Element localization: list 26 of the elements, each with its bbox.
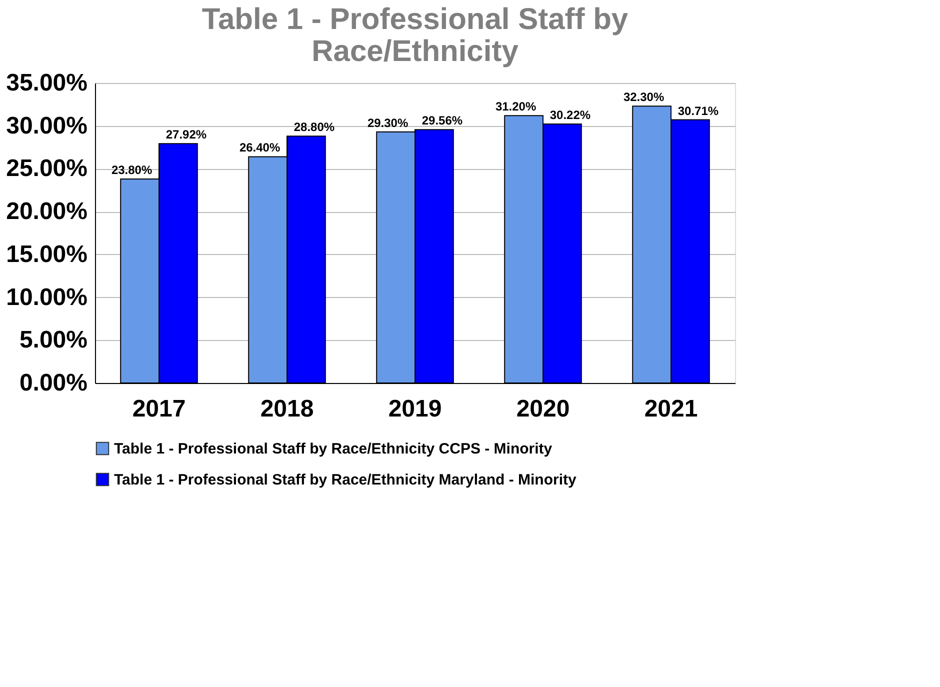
x-tick-label: 2021	[644, 396, 698, 422]
data-label: 29.56%	[422, 114, 463, 128]
legend-label: Table 1 - Professional Staff by Race/Ethnicity Maryland - Minority	[114, 472, 577, 488]
y-tick-label: 15.00%	[6, 240, 88, 268]
y-tick-label: 30.00%	[6, 112, 88, 140]
data-label: 28.80%	[294, 120, 335, 134]
data-label: 30.71%	[678, 104, 719, 118]
x-tick-label: 2019	[388, 396, 442, 422]
data-label: 23.80%	[111, 163, 152, 177]
data-label: 30.22%	[550, 108, 591, 122]
y-tick-label: 35.00%	[6, 70, 88, 96]
x-tick-label: 2018	[260, 396, 314, 422]
y-tick-label: 10.00%	[6, 284, 88, 311]
chart-title: Table 1 - Professional Staff by Race/Ethnicity	[202, 3, 628, 68]
data-label: 32.30%	[623, 90, 664, 104]
y-tick-label: 0.00%	[19, 370, 88, 396]
y-tick-label: 25.00%	[6, 155, 88, 182]
data-label: 31.20%	[495, 100, 536, 114]
y-tick-label: 20.00%	[6, 198, 88, 226]
data-label: 26.40%	[239, 140, 280, 155]
data-label: 29.30%	[367, 116, 408, 130]
x-tick-label: 2020	[516, 396, 570, 422]
x-tick-label: 2017	[132, 396, 186, 422]
y-tick-label: 5.00%	[19, 326, 88, 354]
legend-label: Table 1 - Professional Staff by Race/Ethnicity CCPS - Minority	[114, 440, 553, 458]
data-label: 27.92%	[166, 128, 207, 142]
